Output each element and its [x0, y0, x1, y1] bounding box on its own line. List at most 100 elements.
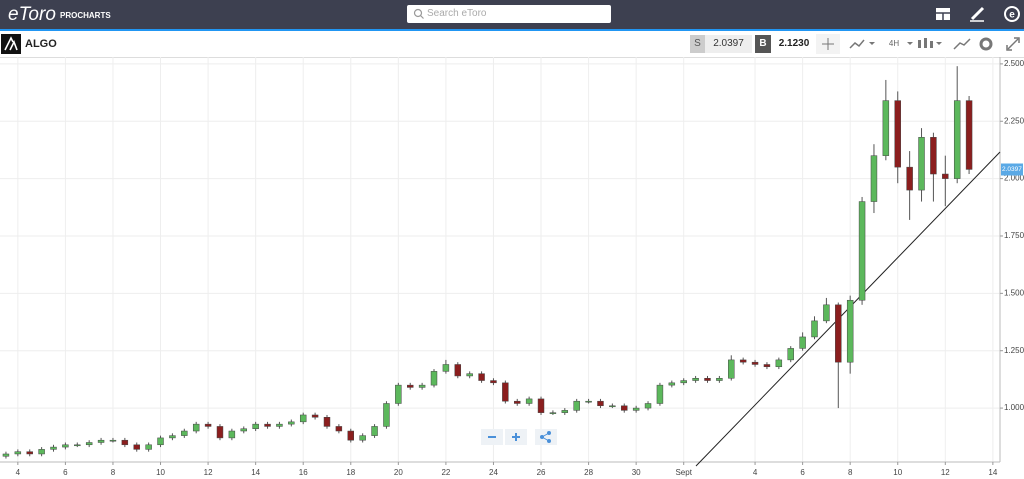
candle-body: [597, 400, 604, 407]
candle-body: [299, 414, 307, 423]
candle-body: [573, 400, 580, 411]
sell-label[interactable]: S: [690, 35, 705, 53]
top-icons: e: [936, 6, 1020, 22]
candle-body: [525, 398, 533, 404]
candle-body: [216, 426, 224, 439]
layout-button[interactable]: [936, 8, 950, 20]
candle-body: [942, 173, 949, 179]
candle-body: [323, 417, 331, 427]
candle-body: [133, 444, 140, 450]
x-tick-label: 14: [251, 468, 260, 477]
candle-body: [656, 384, 664, 404]
candle-body: [240, 428, 247, 432]
candle-body: [228, 430, 236, 439]
top-bar: eToro PROCHARTS Search eToro e: [0, 0, 1024, 31]
x-tick-label: Sept: [675, 468, 692, 477]
candle-body: [2, 453, 10, 457]
profile-button[interactable]: e: [1004, 6, 1020, 22]
symbol: ALGO: [25, 38, 57, 50]
candle-body: [549, 412, 557, 414]
zoom-controls: [481, 429, 557, 445]
x-tick-label: 6: [63, 468, 68, 477]
candle-body: [835, 304, 842, 363]
candle-body: [478, 373, 485, 381]
candle-body: [418, 384, 426, 388]
buy-price[interactable]: 2.1230: [778, 38, 810, 49]
candle-body: [728, 359, 735, 379]
search-placeholder: Search eToro: [427, 8, 487, 19]
candle-body: [870, 155, 878, 202]
candle-body: [50, 446, 57, 450]
chart: 1.0000 1.2500 1.5000 1.7500 2.0000 2.2500 2.50…: [0, 57, 1024, 477]
candle-body: [502, 382, 509, 402]
candle-body: [668, 382, 676, 386]
fullscreen-button[interactable]: [1006, 37, 1020, 51]
candle-body: [680, 380, 687, 384]
x-tick-label: 12: [204, 468, 213, 477]
x-tick-label: 24: [489, 468, 498, 477]
candle-body: [787, 348, 794, 361]
candle-body: [121, 439, 129, 446]
y-tick-label: 1.2500: [1004, 346, 1024, 355]
candle-body: [383, 403, 390, 427]
logo[interactable]: eToro: [8, 4, 56, 25]
x-tick-label: 8: [848, 468, 853, 477]
candle-body: [882, 100, 890, 156]
indicators-button[interactable]: [953, 38, 971, 50]
settings-button[interactable]: [979, 37, 993, 51]
y-tick-label: 1.5000: [1004, 288, 1024, 297]
x-tick-label: 20: [394, 468, 403, 477]
share-button[interactable]: [535, 429, 557, 445]
interval[interactable]: 4H: [888, 39, 900, 48]
candle-body: [454, 364, 462, 377]
candle-body: [775, 359, 783, 368]
candle-body: [26, 451, 33, 455]
buy-label[interactable]: B: [755, 35, 771, 53]
interval-arrow[interactable]: [907, 42, 913, 45]
candle-body: [157, 437, 164, 446]
candle-body: [85, 442, 93, 446]
candle-body: [407, 384, 414, 388]
candle-body: [965, 100, 973, 170]
candle-body: [846, 299, 854, 363]
candle-body: [264, 423, 271, 427]
y-tick-label: 1.7500: [1004, 231, 1024, 240]
toolbar-icons: [816, 34, 1020, 54]
candle-body: [716, 377, 723, 381]
edit-button[interactable]: [970, 6, 985, 22]
candle-body: [763, 364, 771, 368]
candle-body: [347, 430, 354, 441]
symbol-icon: [1, 34, 21, 54]
svg-text:e: e: [1009, 10, 1015, 21]
chart-type-button[interactable]: [849, 39, 875, 49]
candle-body: [62, 444, 69, 448]
candle-body: [751, 361, 759, 365]
candle-body: [359, 435, 366, 441]
candles-button[interactable]: [918, 38, 942, 48]
crosshair-button[interactable]: [816, 34, 840, 54]
candle-body: [811, 320, 818, 338]
candle-body: [109, 439, 117, 442]
candle-body: [311, 414, 319, 418]
candle-body: [192, 423, 200, 432]
candle-body: [430, 371, 438, 386]
sell-price[interactable]: 2.0397: [705, 35, 752, 53]
x-tick-label: 4: [16, 468, 21, 477]
candle-body: [74, 444, 81, 447]
candle-body: [14, 451, 22, 455]
candle-body: [918, 137, 925, 191]
candle-body: [442, 364, 450, 372]
search-box[interactable]: Search eToro: [407, 5, 611, 23]
x-tick-label: 18: [346, 468, 355, 477]
candle-body: [930, 137, 937, 175]
candle-body: [537, 398, 545, 413]
x-tick-label: 8: [111, 468, 116, 477]
last-price-tag: [1001, 163, 1023, 176]
candle-body: [181, 430, 188, 436]
candle-body: [371, 426, 378, 436]
candle-body: [335, 426, 343, 432]
search-icon: [413, 8, 424, 19]
y-tick-label: 2.5000: [1004, 59, 1024, 68]
x-tick-label: 30: [632, 468, 641, 477]
